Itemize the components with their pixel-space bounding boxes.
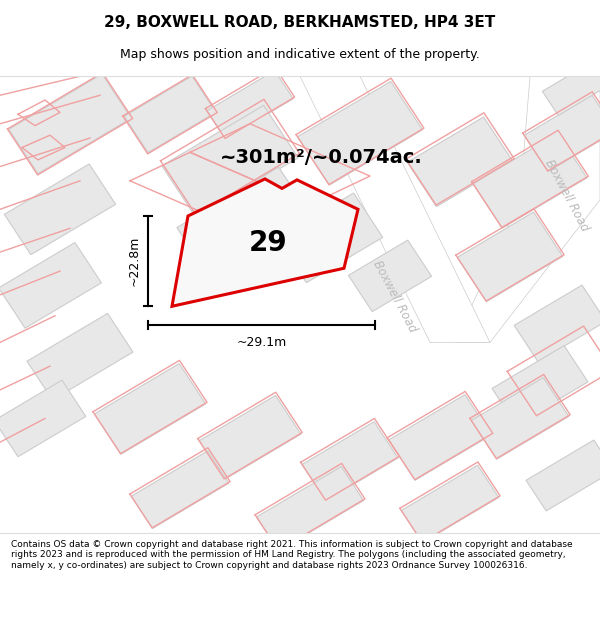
Polygon shape <box>298 81 422 185</box>
Polygon shape <box>542 56 600 116</box>
Polygon shape <box>27 313 133 400</box>
Polygon shape <box>457 212 563 302</box>
Text: Contains OS data © Crown copyright and database right 2021. This information is : Contains OS data © Crown copyright and d… <box>11 540 572 570</box>
Polygon shape <box>526 440 600 511</box>
Polygon shape <box>9 74 131 174</box>
Text: Boxwell Road: Boxwell Road <box>542 157 592 233</box>
Polygon shape <box>207 71 293 139</box>
Polygon shape <box>300 76 490 342</box>
Polygon shape <box>389 394 491 480</box>
Polygon shape <box>177 167 313 280</box>
Polygon shape <box>0 380 86 457</box>
Polygon shape <box>455 76 600 342</box>
Text: ~29.1m: ~29.1m <box>236 336 287 349</box>
Polygon shape <box>256 467 364 551</box>
Polygon shape <box>4 164 116 254</box>
Polygon shape <box>524 95 600 172</box>
Polygon shape <box>471 378 569 459</box>
Polygon shape <box>172 179 358 306</box>
Polygon shape <box>131 451 229 529</box>
Text: 29, BOXWELL ROAD, BERKHAMSTED, HP4 3ET: 29, BOXWELL ROAD, BERKHAMSTED, HP4 3ET <box>104 16 496 31</box>
Text: ~22.8m: ~22.8m <box>128 236 140 286</box>
Text: Map shows position and indicative extent of the property.: Map shows position and indicative extent… <box>120 48 480 61</box>
Polygon shape <box>0 242 101 328</box>
Text: 29: 29 <box>248 229 287 257</box>
Polygon shape <box>94 364 206 454</box>
Polygon shape <box>514 285 600 362</box>
Polygon shape <box>277 193 383 282</box>
Text: Boxwell Road: Boxwell Road <box>371 259 419 335</box>
Polygon shape <box>492 346 588 425</box>
Text: ~301m²/~0.074ac.: ~301m²/~0.074ac. <box>220 148 423 166</box>
Polygon shape <box>302 422 398 501</box>
Polygon shape <box>162 106 298 218</box>
Polygon shape <box>349 240 431 312</box>
Polygon shape <box>401 465 499 542</box>
Polygon shape <box>124 76 216 152</box>
Polygon shape <box>473 134 587 228</box>
Polygon shape <box>199 396 301 479</box>
Polygon shape <box>407 117 513 207</box>
